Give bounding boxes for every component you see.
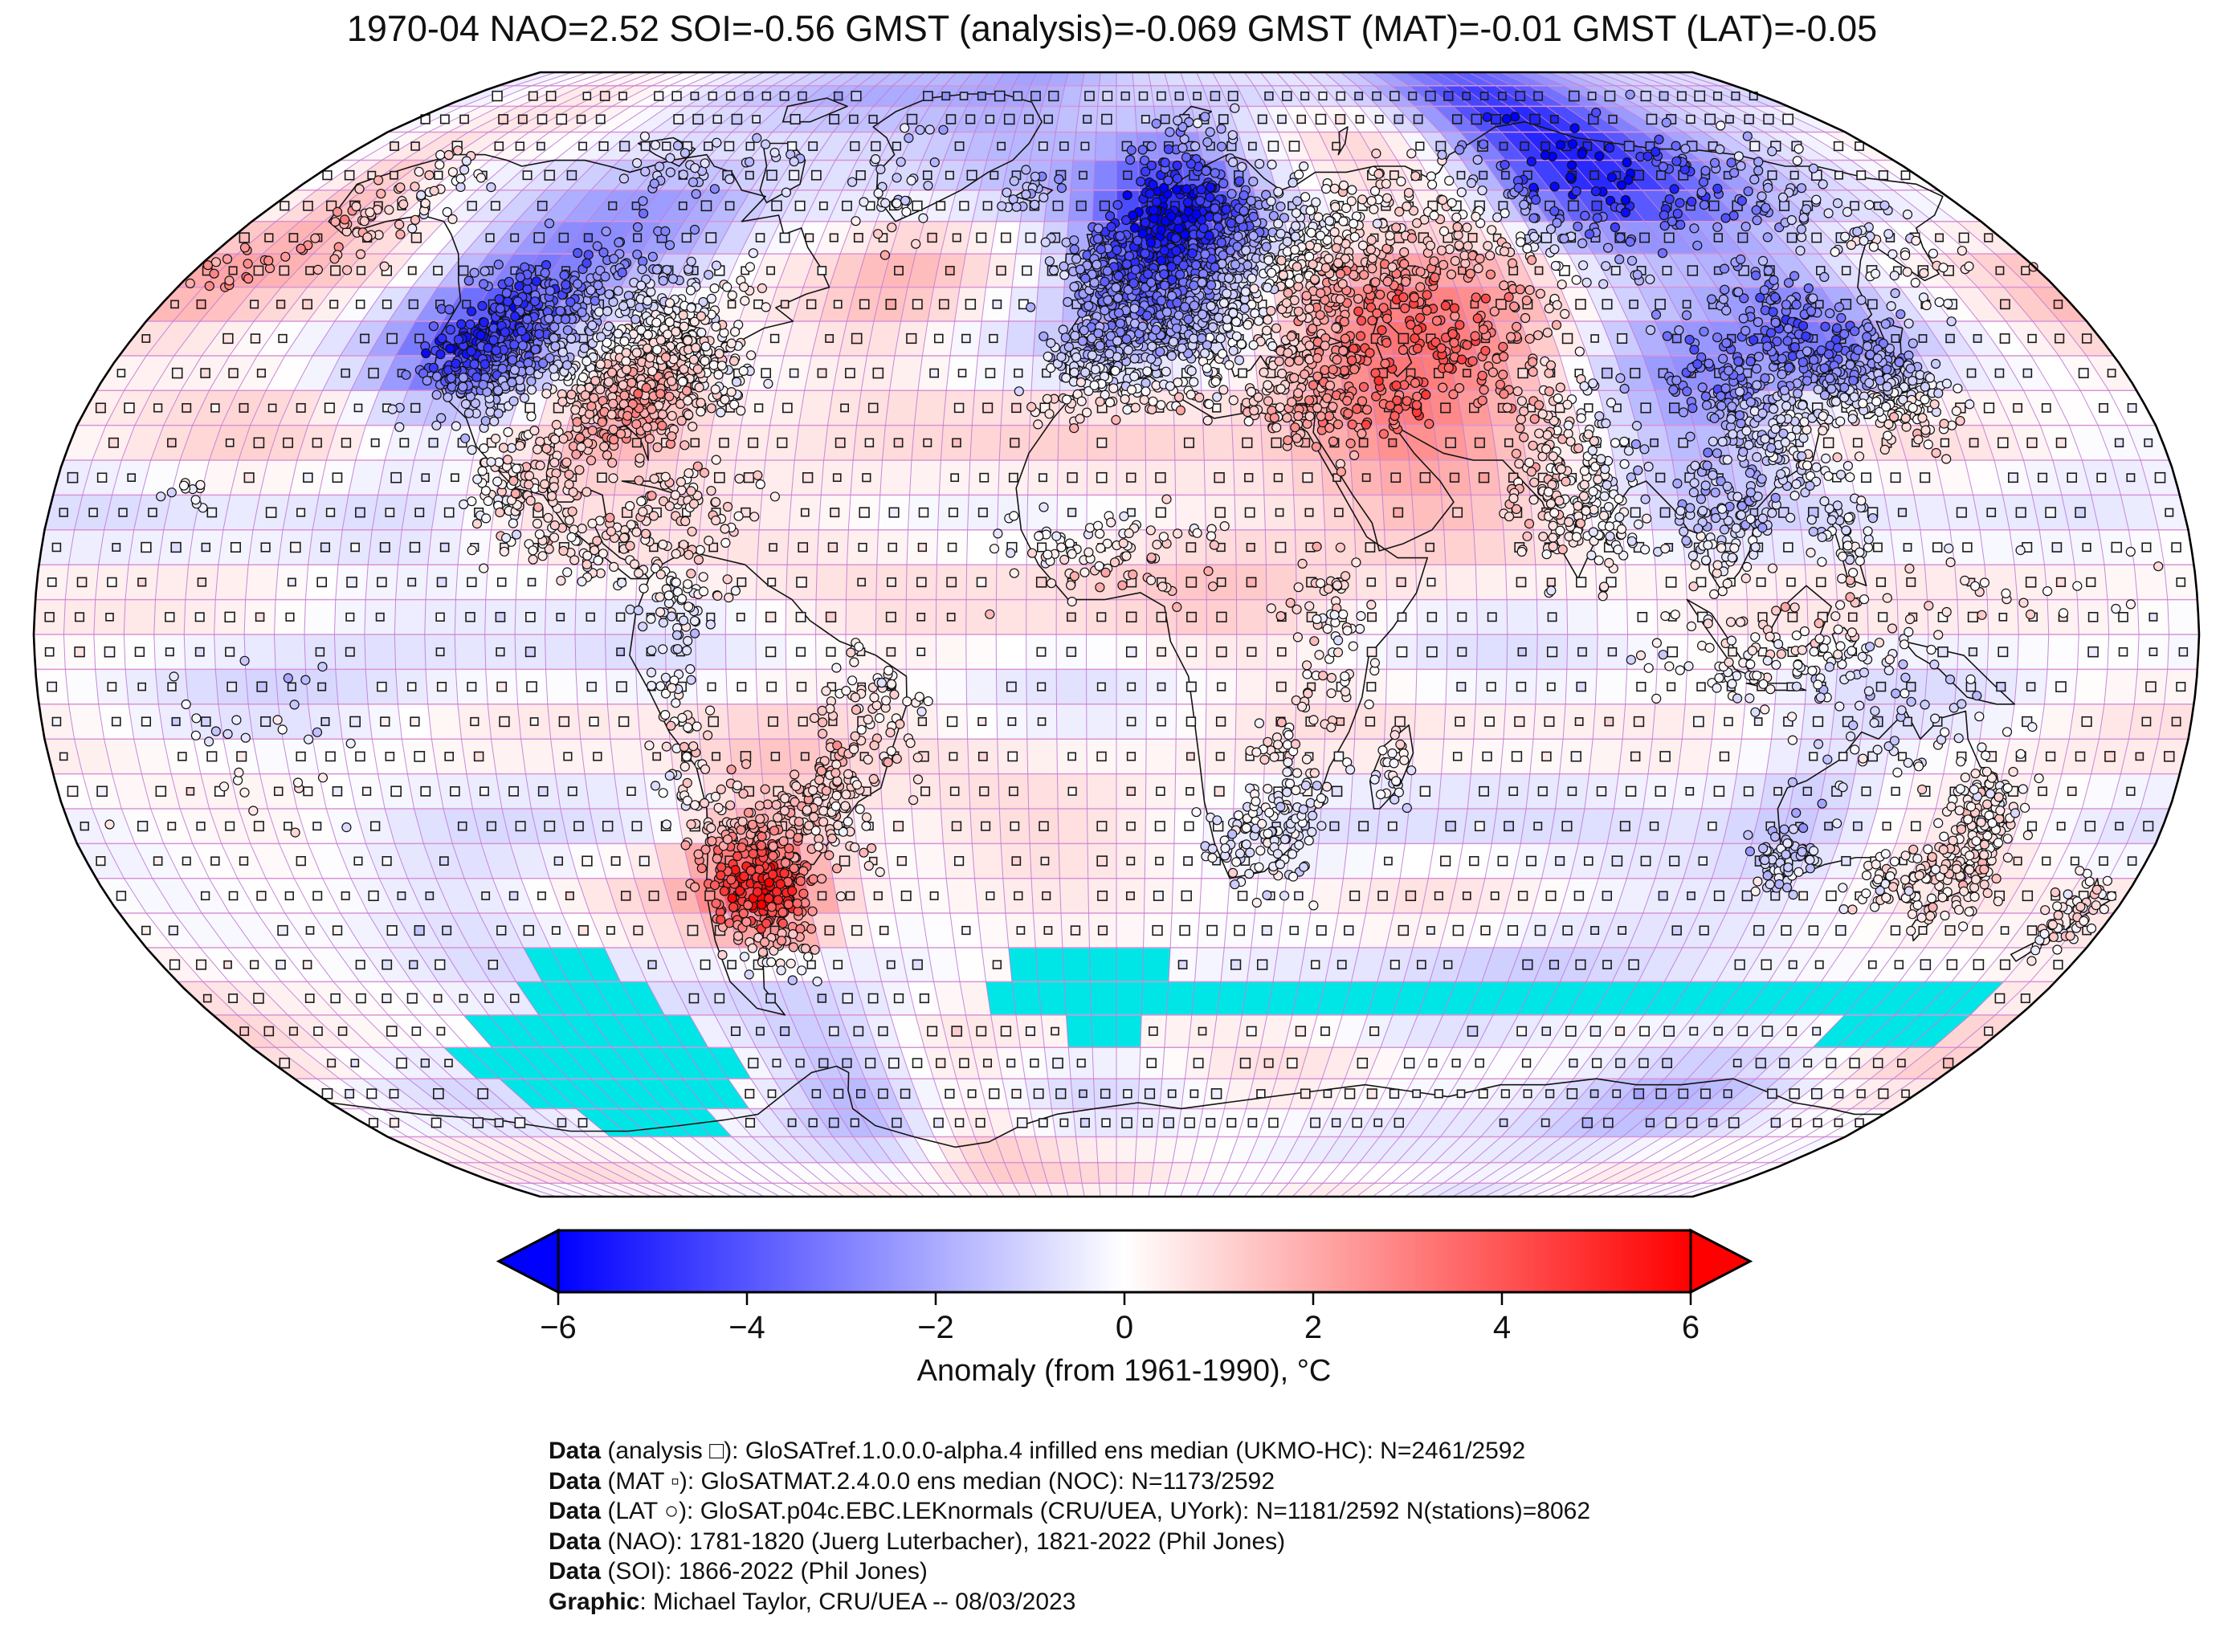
caption-prefix: Data <box>549 1528 602 1555</box>
caption-text: : Michael Taylor, CRU/UEA -- 08/03/2023 <box>639 1588 1076 1615</box>
colorbar-tick-label: 4 <box>1493 1310 1511 1345</box>
colorbar-tick-label: 0 <box>1116 1310 1133 1345</box>
caption-mat: Data (MAT ▫): GloSATMAT.2.4.0.0 ens medi… <box>549 1466 1590 1497</box>
colorbar-tick-label: −4 <box>728 1310 765 1345</box>
caption-lat: Data (LAT ○): GloSAT.p04c.EBC.LEKnormals… <box>549 1496 1590 1527</box>
caption-text: (SOI): 1866-2022 (Phil Jones) <box>601 1558 928 1585</box>
caption-text: (MAT ▫): GloSATMAT.2.4.0.0 ens median (N… <box>601 1467 1275 1495</box>
colorbar: −6 −4 −2 0 2 4 6 <box>496 1228 1753 1345</box>
caption-prefix: Graphic <box>549 1588 640 1615</box>
colorbar-tick-label: −6 <box>540 1310 577 1345</box>
caption-analysis: Data (analysis □): GloSATref.1.0.0.0-alp… <box>549 1436 1590 1466</box>
colorbar-tick-label: −2 <box>917 1310 954 1345</box>
map-outline <box>32 71 2201 1198</box>
caption-block: Data (analysis □): GloSATref.1.0.0.0-alp… <box>549 1436 1590 1617</box>
colorbar-right-arrow <box>1689 1228 1753 1295</box>
colorbar-tick-label: 6 <box>1682 1310 1700 1345</box>
caption-graphic: Graphic: Michael Taylor, CRU/UEA -- 08/0… <box>549 1587 1590 1617</box>
caption-prefix: Data <box>549 1498 602 1524</box>
caption-prefix: Data <box>549 1467 602 1495</box>
caption-text: (NAO): 1781-1820 (Juerg Luterbacher), 18… <box>601 1528 1286 1555</box>
colorbar-tick-label: 2 <box>1304 1310 1322 1345</box>
colorbar-gradient <box>557 1229 1692 1294</box>
colorbar-label: Anomaly (from 1961-1990), °C <box>916 1354 1332 1388</box>
caption-soi: Data (SOI): 1866-2022 (Phil Jones) <box>549 1556 1590 1587</box>
figure-title: 1970-04 NAO=2.52 SOI=-0.56 GMST (analysi… <box>346 8 1878 49</box>
caption-prefix: Data <box>549 1438 602 1464</box>
station-markers <box>104 89 2164 987</box>
caption-text: (LAT ○): GloSAT.p04c.EBC.LEKnormals (CRU… <box>601 1498 1591 1524</box>
caption-prefix: Data <box>549 1558 602 1585</box>
caption-text: (analysis □): GloSATref.1.0.0.0-alpha.4 … <box>601 1438 1526 1464</box>
mat-analysis-markers <box>44 90 2189 1128</box>
caption-nao: Data (NAO): 1781-1820 (Juerg Luterbacher… <box>549 1527 1590 1557</box>
colorbar-left-arrow <box>496 1228 560 1295</box>
